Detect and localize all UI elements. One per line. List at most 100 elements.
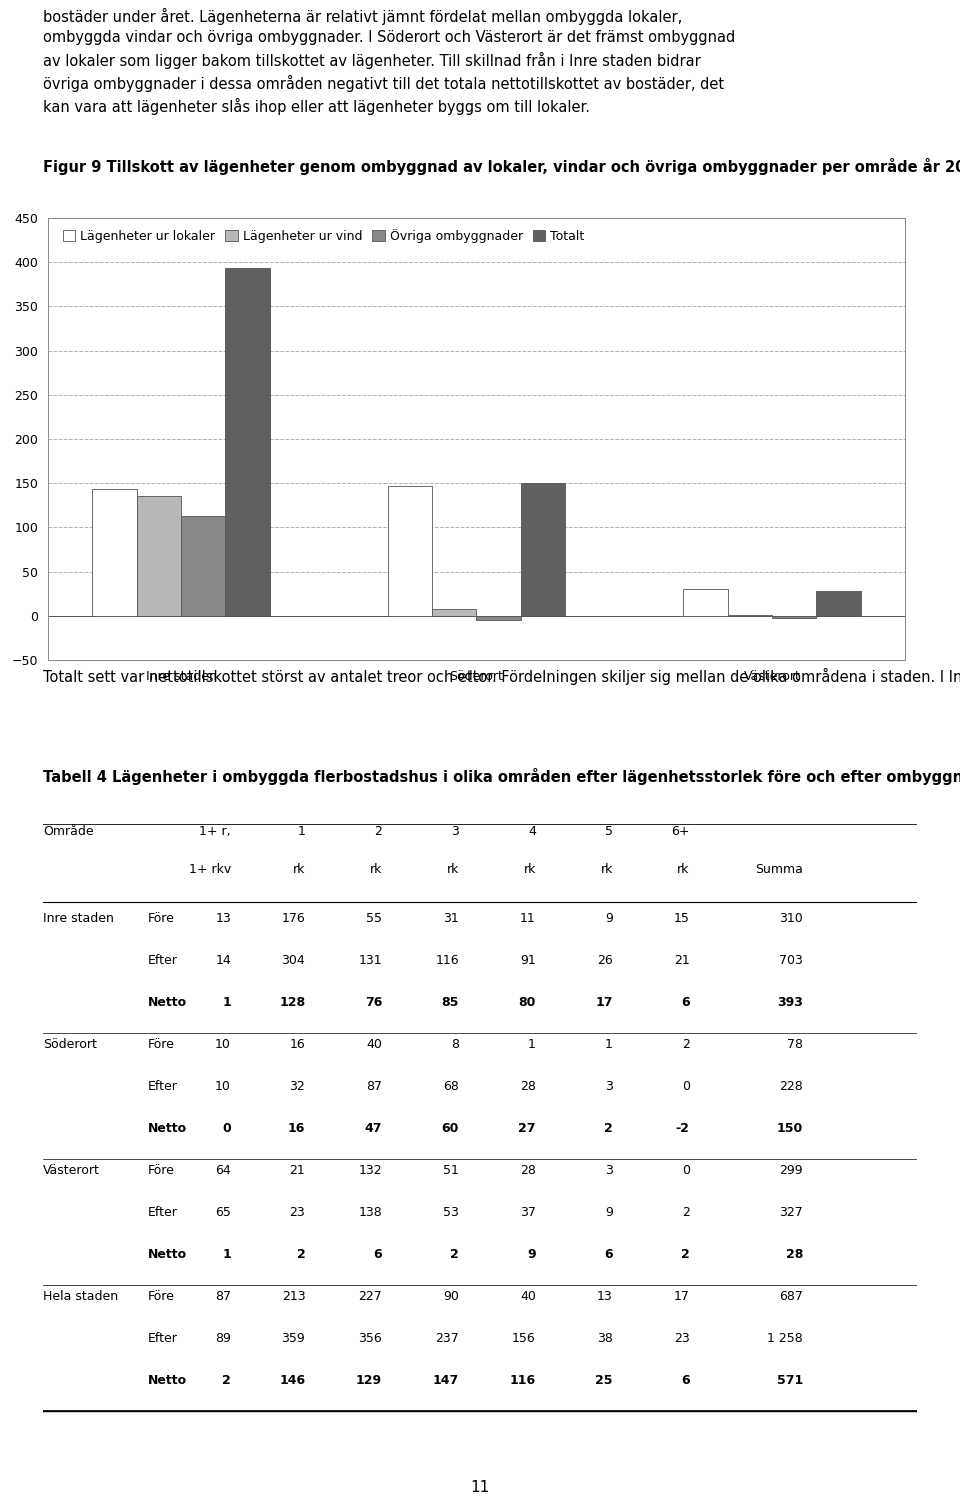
Bar [136,496,181,615]
Text: 687: 687 [780,1290,804,1303]
Text: 27: 27 [518,1122,536,1136]
Text: 2: 2 [681,1249,689,1261]
Text: 11: 11 [470,1480,490,1495]
Text: 2: 2 [223,1374,231,1387]
Text: 150: 150 [777,1122,804,1136]
Text: 28: 28 [520,1080,536,1093]
Text: 2: 2 [374,826,382,838]
Text: 38: 38 [597,1332,612,1346]
Text: Netto: Netto [148,1374,187,1387]
Text: 116: 116 [510,1374,536,1387]
Text: Efter: Efter [148,954,178,968]
Text: 78: 78 [787,1039,804,1051]
Bar [226,269,270,615]
Text: 23: 23 [290,1207,305,1219]
Text: 26: 26 [597,954,612,968]
Text: 3: 3 [605,1164,612,1178]
Text: 0: 0 [682,1164,689,1178]
Text: Figur 9 Tillskott av lägenheter genom ombyggnad av lokaler, vindar och övriga om: Figur 9 Tillskott av lägenheter genom om… [43,157,960,175]
Text: Efter: Efter [148,1207,178,1219]
Text: 2: 2 [682,1207,689,1219]
Text: rk: rk [370,863,382,875]
Text: 87: 87 [215,1290,231,1303]
Bar [92,488,136,615]
Text: 11: 11 [520,912,536,925]
Text: rk: rk [446,863,459,875]
Text: Före: Före [148,1164,175,1178]
Text: Netto: Netto [148,996,187,1009]
Text: 28: 28 [786,1249,804,1261]
Text: 0: 0 [682,1080,689,1093]
Text: rk: rk [523,863,536,875]
Text: 359: 359 [281,1332,305,1346]
Text: 80: 80 [518,996,536,1009]
Text: 237: 237 [435,1332,459,1346]
Text: 3: 3 [605,1080,612,1093]
Text: 1: 1 [223,1249,231,1261]
Text: 53: 53 [444,1207,459,1219]
Text: 2: 2 [604,1122,612,1136]
Text: 116: 116 [436,954,459,968]
Text: 76: 76 [365,996,382,1009]
Text: 4: 4 [528,826,536,838]
Text: 1+ r,: 1+ r, [200,826,231,838]
Text: 356: 356 [358,1332,382,1346]
Text: 32: 32 [290,1080,305,1093]
Text: 23: 23 [674,1332,689,1346]
Text: 2: 2 [450,1249,459,1261]
Text: 1: 1 [528,1039,536,1051]
Text: 6+: 6+ [671,826,689,838]
Text: 25: 25 [595,1374,612,1387]
Text: 310: 310 [780,912,804,925]
Text: 2: 2 [682,1039,689,1051]
Text: 21: 21 [290,1164,305,1178]
Text: 327: 327 [780,1207,804,1219]
Text: 37: 37 [520,1207,536,1219]
Text: 147: 147 [433,1374,459,1387]
Legend: Lägenheter ur lokaler, Lägenheter ur vind, Övriga ombyggnader, Totalt: Lägenheter ur lokaler, Lägenheter ur vin… [62,228,585,242]
Bar [476,615,521,620]
Text: rk: rk [293,863,305,875]
Text: 90: 90 [444,1290,459,1303]
Text: Efter: Efter [148,1080,178,1093]
Text: Tabell 4 Lägenheter i ombyggda flerbostadshus i olika områden efter lägenhetssto: Tabell 4 Lägenheter i ombyggda flerbosta… [43,768,960,785]
Text: Summa: Summa [756,863,804,875]
Text: Västerort: Västerort [43,1164,100,1178]
Text: 703: 703 [780,954,804,968]
Text: rk: rk [600,863,612,875]
Bar [684,590,728,615]
Text: 10: 10 [215,1080,231,1093]
Text: 6: 6 [681,1374,689,1387]
Text: 14: 14 [215,954,231,968]
Text: 132: 132 [358,1164,382,1178]
Bar [432,609,476,615]
Text: 16: 16 [288,1122,305,1136]
Text: 571: 571 [777,1374,804,1387]
Text: Före: Före [148,912,175,925]
Text: Område: Område [43,826,94,838]
Text: 21: 21 [674,954,689,968]
Text: 1: 1 [298,826,305,838]
Text: 9: 9 [605,1207,612,1219]
Text: 299: 299 [780,1164,804,1178]
Text: 2: 2 [297,1249,305,1261]
Text: 176: 176 [281,912,305,925]
Bar [181,516,226,615]
Text: 87: 87 [366,1080,382,1093]
Text: 31: 31 [444,912,459,925]
Text: Netto: Netto [148,1122,187,1136]
Text: 138: 138 [358,1207,382,1219]
Text: 393: 393 [778,996,804,1009]
Text: 131: 131 [358,954,382,968]
Text: 85: 85 [442,996,459,1009]
Text: 156: 156 [513,1332,536,1346]
Text: 15: 15 [674,912,689,925]
Text: 47: 47 [365,1122,382,1136]
Text: 129: 129 [356,1374,382,1387]
Bar [388,485,432,615]
Text: 13: 13 [597,1290,612,1303]
Text: 304: 304 [281,954,305,968]
Text: 13: 13 [215,912,231,925]
Bar [521,484,565,615]
Bar [772,615,816,618]
